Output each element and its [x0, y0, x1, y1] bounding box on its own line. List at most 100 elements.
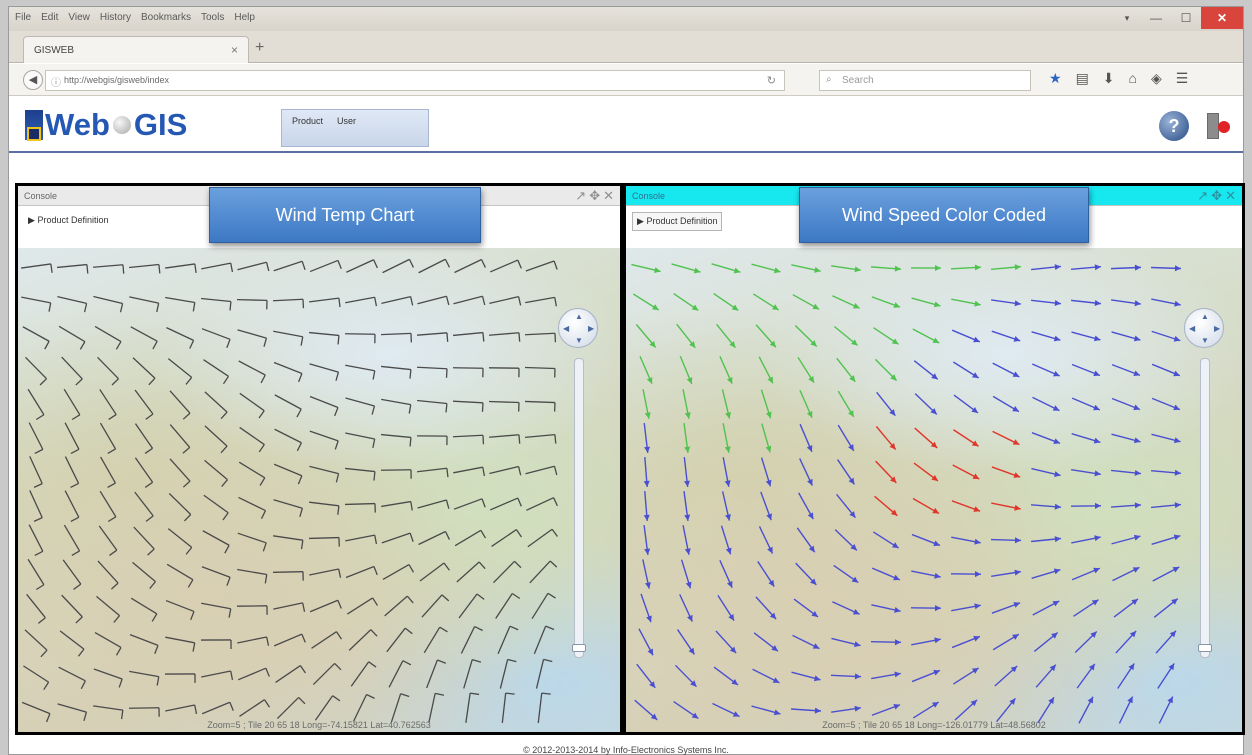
wind-barb	[26, 593, 46, 624]
wind-barb	[201, 328, 231, 348]
zoom-slider-thumb[interactable]	[572, 644, 586, 652]
wind-arrow-map[interactable]: ▲ ▼ ◀ ▶ Zoom=5 ; Tile 20 65 18 Long=-126.01…	[626, 248, 1242, 732]
panel-tools: ↗ ✥ ✕	[1197, 188, 1236, 204]
wind-barb	[345, 296, 378, 307]
wind-arrow	[797, 356, 815, 384]
menu-tools[interactable]: Tools	[201, 12, 225, 23]
maximize-button[interactable]: ☐	[1180, 11, 1192, 25]
menu-file[interactable]: File	[15, 12, 32, 23]
product-definition-toggle[interactable]: ▶ Product Definition	[632, 212, 723, 231]
wind-barb	[61, 594, 83, 624]
pan-control[interactable]: ▲ ▼ ◀ ▶	[1184, 308, 1224, 348]
pan-control[interactable]: ▲ ▼ ◀ ▶	[558, 308, 598, 348]
wind-arrow	[679, 594, 693, 622]
help-button[interactable]: ?	[1159, 111, 1189, 141]
wind-barb	[165, 263, 197, 273]
product-definition-toggle[interactable]: ▶ Product Definition	[24, 212, 112, 229]
dropdown-icon[interactable]: ▾	[1124, 12, 1130, 23]
wind-barb	[273, 463, 303, 485]
wind-barb-map[interactable]: ▲ ▼ ◀ ▶ Zoom=5 ; Tile 20 65 18 Long=-74.158…	[18, 248, 620, 732]
wind-arrow	[643, 525, 651, 555]
wind-barb	[344, 502, 376, 513]
reload-icon[interactable]: ↻	[766, 75, 776, 87]
wind-barb	[419, 562, 450, 582]
wind-barb	[28, 422, 44, 455]
pin-icon[interactable]: ↗	[1197, 188, 1209, 203]
wind-barb	[452, 400, 484, 412]
minimize-button[interactable]: —	[1150, 11, 1162, 25]
wind-barb	[64, 490, 80, 523]
wind-arrow	[1076, 663, 1096, 689]
home-icon[interactable]: ⌂	[1128, 70, 1137, 86]
wind-barb	[426, 659, 447, 689]
wind-barb	[381, 398, 412, 414]
pocket-icon[interactable]: ◈	[1151, 70, 1162, 86]
wind-barb	[64, 422, 80, 455]
wind-arrow	[676, 323, 696, 349]
wind-barb	[58, 666, 86, 690]
wind-barb	[493, 560, 522, 584]
menu-history[interactable]: History	[99, 12, 131, 23]
wind-arrow	[951, 635, 981, 649]
wind-barb	[495, 592, 521, 619]
close-panel-icon[interactable]: ✕	[1225, 188, 1236, 203]
zoom-slider[interactable]	[572, 358, 586, 658]
back-button[interactable]: ◀	[23, 70, 43, 90]
wind-barb	[236, 298, 268, 310]
wind-arrow	[1112, 566, 1140, 582]
wind-barb	[204, 391, 228, 420]
new-tab-icon[interactable]: +	[255, 39, 265, 56]
wind-arrow	[719, 560, 733, 588]
zoom-slider[interactable]	[1198, 358, 1212, 658]
wind-arrow	[1071, 432, 1101, 444]
wind-barb	[454, 258, 487, 274]
tab-giswEB[interactable]: GISWEB ×	[23, 36, 249, 63]
logout-button[interactable]	[1205, 111, 1233, 141]
wind-barb	[273, 535, 304, 550]
wind-barb	[237, 261, 270, 272]
wind-arrow	[722, 423, 731, 453]
wind-barb	[309, 363, 340, 381]
wind-arrow	[719, 356, 733, 384]
clipboard-icon[interactable]: ▤	[1075, 70, 1089, 86]
pin-icon[interactable]: ↗	[575, 188, 587, 203]
download-icon[interactable]: ⬇	[1102, 70, 1115, 86]
bookmark-star-icon[interactable]: ★	[1049, 70, 1062, 86]
wind-barb	[489, 465, 522, 476]
wind-arrow	[1111, 397, 1141, 411]
wind-barb	[237, 667, 270, 681]
close-panel-icon[interactable]: ✕	[603, 188, 614, 203]
wind-barb	[308, 536, 340, 547]
wind-arrow	[912, 328, 940, 344]
menu-view[interactable]: View	[68, 12, 90, 23]
zoom-slider-thumb[interactable]	[1198, 644, 1212, 652]
wind-barb	[382, 258, 415, 274]
move-icon[interactable]: ✥	[589, 188, 601, 203]
menu-bookmarks[interactable]: Bookmarks	[140, 12, 191, 23]
site-info-icon[interactable]: ⓘ	[51, 78, 61, 89]
menu-user[interactable]: User	[337, 116, 357, 126]
wind-arrow	[1071, 567, 1101, 581]
wind-barb	[273, 330, 304, 346]
move-icon[interactable]: ✥	[1211, 188, 1223, 203]
toolbar-icons: ★ ▤ ⬇ ⌂ ◈ ☰	[1049, 70, 1188, 87]
wind-arrow	[874, 495, 898, 517]
search-input[interactable]: ⌕ Search	[819, 70, 1031, 91]
close-window-button[interactable]: ✕	[1201, 7, 1243, 29]
wind-barb	[169, 390, 191, 420]
wind-arrow	[870, 639, 902, 646]
wind-arrow	[1151, 534, 1181, 545]
wind-arrow	[752, 668, 780, 684]
menu-product[interactable]: Product	[292, 116, 324, 126]
wind-barb	[238, 461, 266, 486]
close-tab-icon[interactable]: ×	[230, 43, 238, 57]
menu-hamburger-icon[interactable]: ☰	[1175, 70, 1189, 86]
wind-arrow	[712, 702, 740, 718]
wind-barb	[57, 263, 89, 274]
menu-edit[interactable]: Edit	[41, 12, 59, 23]
menu-help[interactable]: Help	[234, 12, 255, 23]
wind-barb	[345, 467, 376, 481]
url-bar[interactable]: ⓘ http://webgis/gisweb/index ↻	[45, 70, 785, 91]
wind-arrow	[911, 637, 941, 646]
wind-arrow	[874, 358, 898, 382]
